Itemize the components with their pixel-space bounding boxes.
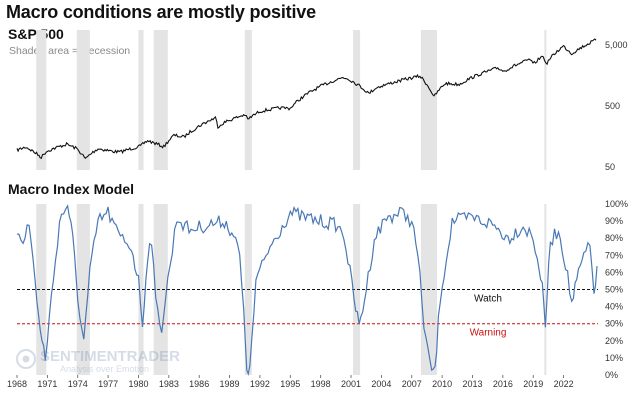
recession-band-top-0 — [36, 30, 47, 170]
recession-band-top-1 — [76, 30, 90, 170]
macro-y-tick-label: 30% — [605, 319, 623, 329]
x-tick-label: 2007 — [402, 379, 422, 389]
recession-band-top-4 — [244, 30, 252, 170]
macro-y-tick-label: 40% — [605, 302, 623, 312]
reference-label-warning: Warning — [470, 328, 507, 339]
recession-band-bottom-0 — [36, 204, 47, 375]
macro-y-axis: 0% 10% 20% 30% 40% 50% 60% 70% 80% 90% 100% — [605, 199, 628, 380]
x-tick-label: 1980 — [128, 379, 148, 389]
x-tick-label: 2004 — [371, 379, 391, 389]
watermark-logo-icon — [16, 349, 36, 369]
recession-band-top-5 — [353, 30, 361, 170]
x-tick-label: 1992 — [250, 379, 270, 389]
x-tick-label: 1983 — [159, 379, 179, 389]
recession-shading — [36, 30, 547, 375]
recession-band-top-2 — [138, 30, 144, 170]
spx-panel-title: S&P 500 — [8, 26, 64, 42]
x-tick-label: 1971 — [37, 379, 57, 389]
recession-band-top-7 — [544, 30, 547, 170]
x-tick-label: 1986 — [189, 379, 209, 389]
x-tick-label: 2016 — [493, 379, 513, 389]
watermark: SENTIMENTRADER Analysis over Emotion — [16, 348, 180, 374]
x-tick-label: 1989 — [220, 379, 240, 389]
x-tick-label: 2013 — [462, 379, 482, 389]
x-tick-label: 1998 — [311, 379, 331, 389]
chart-title: Macro conditions are mostly positive — [6, 2, 316, 22]
x-tick-label: 2010 — [432, 379, 452, 389]
reference-lines: Watch Warning — [17, 289, 598, 339]
watermark-logo-dot — [22, 355, 30, 363]
reference-label-watch: Watch — [474, 294, 502, 305]
spx-y-tick-label: 500 — [605, 101, 620, 111]
spx-line — [16, 38, 597, 160]
recession-band-top-3 — [153, 30, 168, 170]
macro-y-tick-label: 100% — [605, 199, 628, 209]
macro-y-tick-label: 20% — [605, 336, 623, 346]
spx-y-axis: 50 500 5,000 — [605, 40, 628, 172]
spx-y-tick-label: 5,000 — [605, 40, 628, 50]
macro-y-tick-label: 50% — [605, 285, 623, 295]
macro-y-tick-label: 70% — [605, 250, 623, 260]
recession-band-top-6 — [420, 30, 438, 170]
recession-band-bottom-3 — [153, 204, 168, 375]
macro-index-line — [16, 204, 598, 376]
x-tick-label: 1977 — [98, 379, 118, 389]
macro-y-tick-label: 80% — [605, 233, 623, 243]
x-tick-label: 2019 — [523, 379, 543, 389]
x-tick-label: 2022 — [554, 379, 574, 389]
recession-band-bottom-7 — [544, 204, 547, 375]
macro-panel-title: Macro Index Model — [8, 181, 135, 197]
macro-y-tick-label: 60% — [605, 267, 623, 277]
macro-y-tick-label: 0% — [605, 370, 618, 380]
x-tick-label: 2001 — [341, 379, 361, 389]
macro-y-tick-label: 10% — [605, 353, 623, 363]
x-tick-label: 1974 — [68, 379, 88, 389]
x-axis: 1968 1971 1974 1977 1980 1983 1986 1989 1992 1995… — [7, 375, 574, 389]
recession-band-bottom-2 — [138, 204, 144, 375]
x-tick-label: 1968 — [7, 379, 27, 389]
watermark-tagline: Analysis over Emotion — [60, 364, 149, 374]
x-tick-label: 1995 — [280, 379, 300, 389]
macro-y-tick-label: 90% — [605, 216, 623, 226]
recession-band-bottom-5 — [353, 204, 361, 375]
spx-y-tick-label: 50 — [605, 162, 615, 172]
watermark-brand: SENTIMENTRADER — [40, 348, 180, 365]
